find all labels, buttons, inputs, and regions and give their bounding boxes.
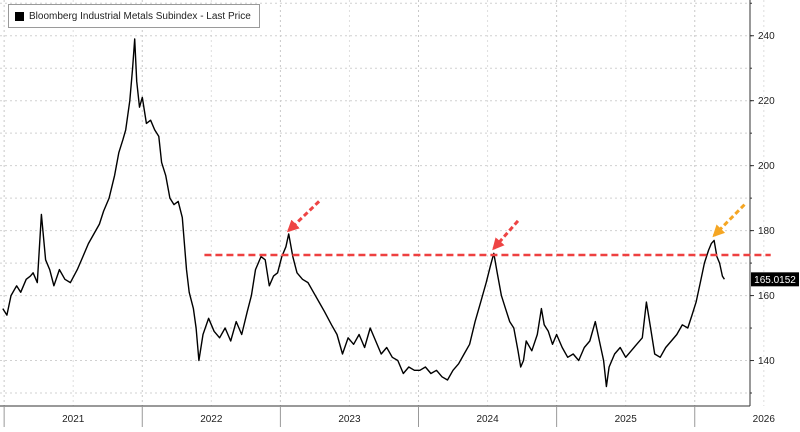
annotation-arrow <box>286 200 321 233</box>
x-tick-label: 2026 <box>753 414 776 425</box>
series-line <box>2 38 725 388</box>
annotations <box>204 200 771 257</box>
x-tick-label: 2025 <box>615 414 638 425</box>
y-tick-label: 220 <box>758 96 775 107</box>
y-tick-label: 140 <box>758 356 775 367</box>
y-tick-label: 200 <box>758 161 775 172</box>
y-tick-label: 180 <box>758 226 775 237</box>
annotation-arrow <box>492 219 520 251</box>
legend-label: Bloomberg Industrial Metals Subindex - L… <box>29 10 251 22</box>
last-price-badge <box>751 272 799 287</box>
x-tick-label: 2024 <box>476 414 499 425</box>
grid <box>0 0 765 406</box>
last-price-label: 165.0152 <box>754 275 796 286</box>
x-tick-label: 2023 <box>338 414 361 425</box>
legend-swatch <box>15 11 24 21</box>
x-tick-label: 2022 <box>200 414 223 425</box>
legend: Bloomberg Industrial Metals Subindex - L… <box>8 4 260 28</box>
series-layer <box>2 38 725 388</box>
x-tick-label: 2021 <box>62 414 85 425</box>
y-tick-label: 160 <box>758 291 775 302</box>
annotation-arrow <box>712 203 746 238</box>
y-tick-label: 240 <box>758 31 775 42</box>
